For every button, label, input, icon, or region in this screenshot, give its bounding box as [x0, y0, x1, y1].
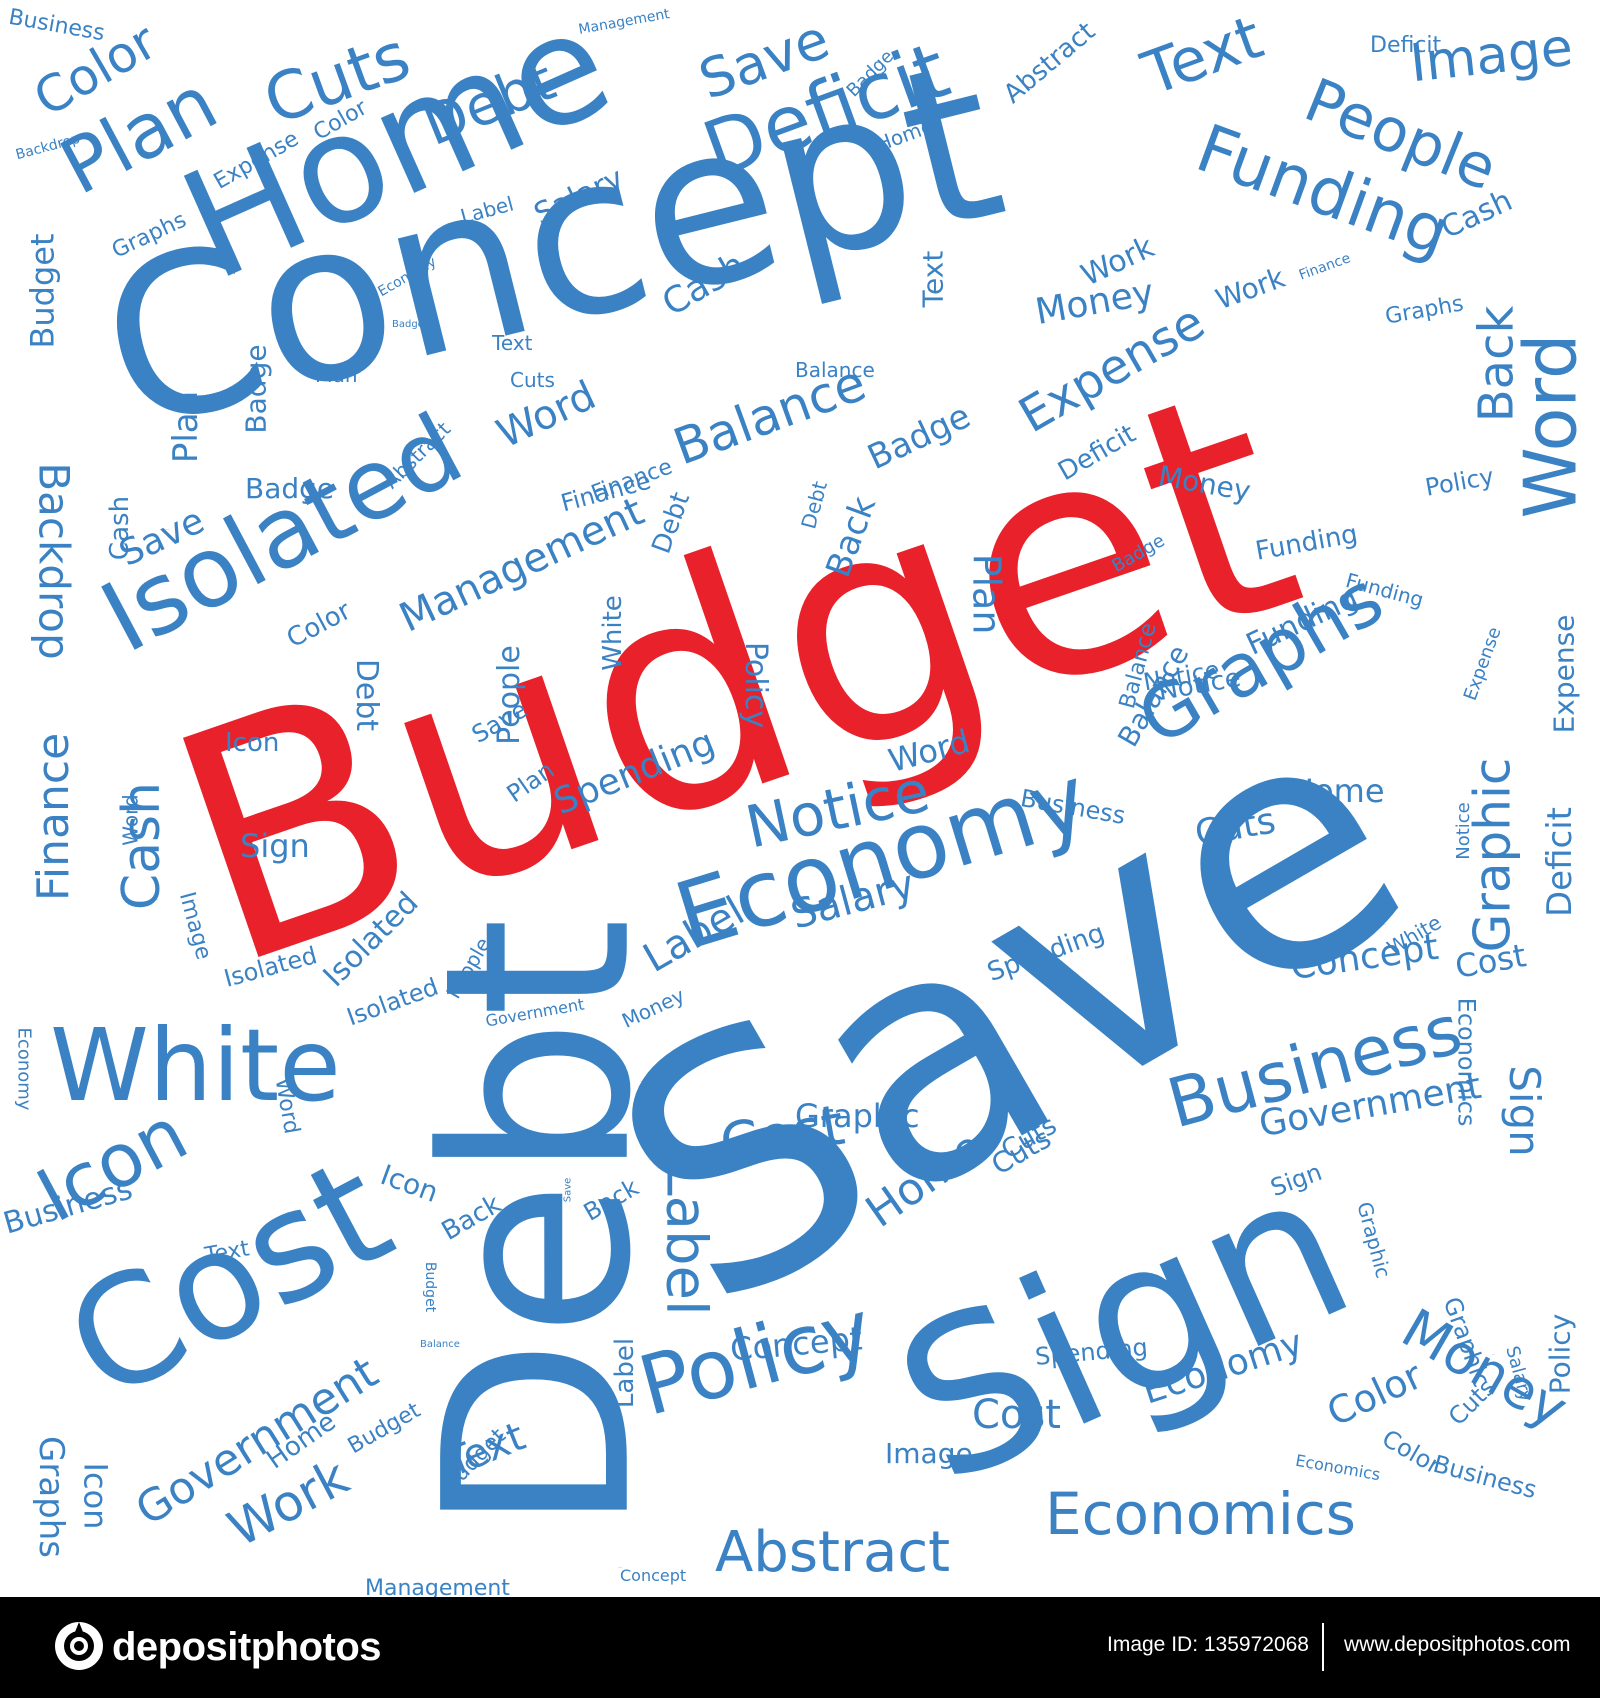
word: Policy	[1423, 462, 1496, 502]
word: Economy	[1270, 1230, 1275, 1231]
word: White	[1383, 925, 1386, 926]
word: Color	[1320, 1353, 1429, 1435]
word: White	[597, 595, 628, 671]
footer-bar: depositphotos Image ID: 135972068 www.de…	[0, 1597, 1600, 1698]
depositphotos-logo-icon	[54, 1621, 104, 1671]
word: Economics	[1294, 1450, 1382, 1485]
word: Save	[562, 1177, 574, 1203]
word: Economics	[1308, 1470, 1314, 1471]
word: Cost	[1452, 936, 1529, 986]
word: White	[50, 1007, 341, 1124]
image-id: Image ID: 135972068	[1107, 1633, 1309, 1656]
word: Work	[1211, 260, 1290, 317]
word: People	[1345, 0, 1349, 1]
word: Budget	[23, 233, 62, 349]
footer-divider	[1322, 1623, 1324, 1671]
word: Expense	[1459, 624, 1506, 704]
word: Graphics	[640, 1082, 645, 1083]
word: Graphs	[1383, 291, 1466, 330]
word: Economics	[1045, 1480, 1356, 1548]
brand-name: depositphotos	[112, 1625, 382, 1669]
word: Cost	[972, 1392, 1061, 1438]
word: Graphs	[31, 1435, 72, 1559]
word: Badge	[392, 319, 424, 330]
word: Sign	[240, 827, 310, 865]
word: Color	[1377, 1424, 1446, 1480]
word: Graphic	[795, 1097, 920, 1135]
word: Badge	[239, 344, 273, 434]
word: Economy	[13, 1027, 35, 1111]
word: Label	[610, 1337, 641, 1409]
word: Backdrop	[165, 530, 170, 531]
word: Balance	[795, 358, 875, 382]
word: Text	[492, 331, 533, 355]
word: Back	[1468, 305, 1525, 423]
word: Graphic	[1463, 757, 1522, 953]
word: Finance	[1296, 250, 1353, 284]
word: Salary	[1492, 1355, 1496, 1356]
word: Policy	[1543, 1313, 1577, 1395]
word: Expense	[1547, 614, 1581, 734]
word: Management	[577, 6, 671, 38]
word: Notice	[1452, 802, 1474, 860]
word: Business	[6, 4, 107, 47]
word: Economics	[1452, 997, 1481, 1127]
word: Text	[916, 250, 950, 308]
word: Icon	[225, 728, 280, 758]
word: Home	[1290, 772, 1385, 810]
word: Cuts	[510, 368, 555, 392]
word: Business	[1430, 1449, 1540, 1505]
word: Label	[653, 1164, 719, 1316]
word: Money	[1160, 470, 1164, 471]
word: Cash	[105, 495, 136, 561]
word: Backdrop	[29, 462, 79, 660]
word: Budget	[422, 1261, 439, 1313]
word: Debt	[349, 658, 385, 732]
word-cloud: Budget Save Debt Concept Sign Home Cost …	[0, 0, 1593, 1598]
word: Deficit	[1540, 807, 1580, 917]
word: Word	[118, 794, 143, 846]
word: Text	[1133, 2, 1272, 110]
word: Sign	[1499, 1065, 1549, 1157]
word: Balance	[420, 1339, 460, 1350]
word: Image	[155, 900, 159, 901]
word: Management	[365, 1576, 510, 1598]
word: Icon	[76, 1462, 115, 1530]
word: Finance	[28, 732, 80, 902]
word: Plan	[315, 363, 358, 387]
word: Icon	[196, 740, 199, 741]
word: Policy	[738, 641, 774, 729]
site-url-link[interactable]: www.depositphotos.com	[1344, 1633, 1571, 1656]
word: Abstract	[998, 16, 1102, 110]
word: Concept	[618, 1568, 623, 1569]
word: Concept	[620, 1566, 687, 1585]
word: Word	[1508, 333, 1593, 519]
word: Plan	[166, 390, 207, 464]
word: Spending	[1045, 1335, 1050, 1336]
word: Badge	[245, 472, 335, 505]
word: Abstract	[715, 1520, 951, 1585]
word: Deficit	[1370, 33, 1442, 58]
word: Image	[885, 1437, 973, 1470]
word: Plan	[964, 553, 1009, 635]
word: Graphic	[1352, 1199, 1396, 1281]
